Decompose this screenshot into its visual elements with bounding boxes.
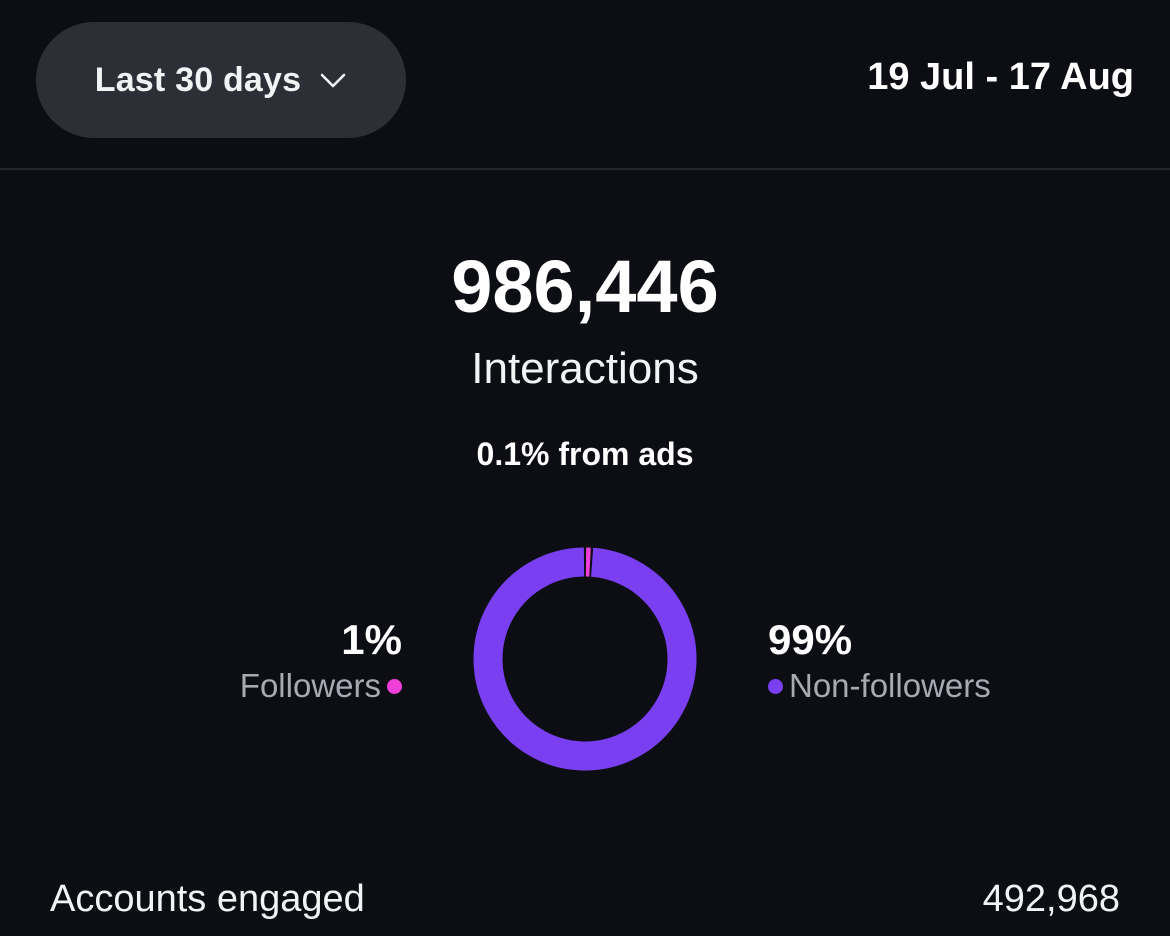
non-followers-label: Non-followers	[789, 667, 991, 704]
date-range-dropdown-label: Last 30 days	[94, 60, 302, 99]
non-followers-legend-entry: Non-followers	[768, 664, 991, 708]
interactions-label: Interactions	[471, 344, 699, 393]
non-followers-legend: 99% Non-followers	[768, 616, 991, 708]
accounts-engaged-value: 492,968	[982, 878, 1120, 920]
audience-donut-chart	[473, 547, 697, 771]
donut-slice-non-followers	[473, 547, 697, 771]
followers-color-dot	[387, 678, 402, 694]
non-followers-percent: 99%	[768, 616, 853, 663]
followers-label: Followers	[239, 667, 381, 704]
date-range-dropdown[interactable]: Last 30 days	[36, 22, 406, 138]
ads-share-note: 0.1% from ads	[476, 436, 694, 472]
interactions-total: 986,446	[451, 245, 719, 328]
followers-legend-entry: Followers	[240, 664, 402, 708]
header-divider	[0, 168, 1170, 170]
date-range-text: 19 Jul - 17 Aug	[867, 56, 1134, 98]
followers-legend: 1% Followers	[240, 616, 402, 708]
non-followers-color-dot	[768, 678, 783, 694]
chevron-down-icon	[320, 73, 346, 88]
accounts-engaged-row: Accounts engaged 492,968	[50, 878, 1120, 921]
accounts-engaged-label: Accounts engaged	[50, 878, 365, 920]
followers-percent: 1%	[341, 616, 402, 663]
